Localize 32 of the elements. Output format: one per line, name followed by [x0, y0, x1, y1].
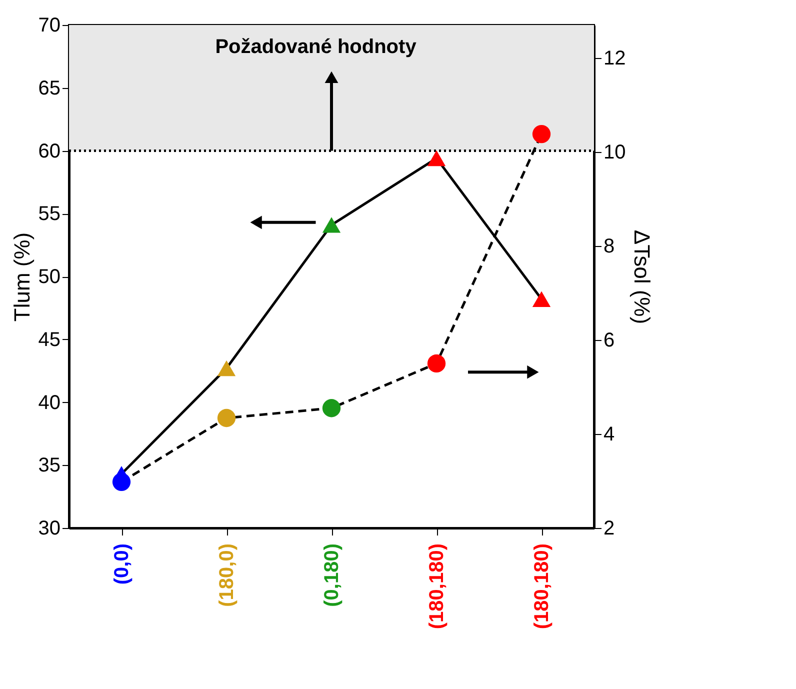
- point: [532, 124, 551, 144]
- x-tick-label: (180,0): [216, 544, 238, 607]
- y-tick-label: 40: [38, 392, 60, 414]
- point: [322, 399, 341, 418]
- y-tick-label: 55: [38, 203, 60, 226]
- y-tick-label: 35: [38, 454, 60, 477]
- y2-axis-title: ΔTsol (%): [630, 230, 655, 324]
- y2-tick-label: 10: [604, 141, 626, 164]
- y2-tick-label: 8: [604, 235, 615, 258]
- y2-tick-label: 4: [604, 423, 615, 446]
- y-tick-label: 45: [38, 328, 60, 351]
- x-tick-label: (180,180): [426, 544, 448, 630]
- y-tick-label: 70: [38, 14, 60, 36]
- y-tick-label: 65: [38, 77, 60, 100]
- point: [532, 291, 551, 307]
- y2-tick-label: 12: [604, 47, 626, 70]
- y-tick-label: 50: [38, 266, 60, 288]
- point: [322, 217, 341, 233]
- point: [427, 150, 446, 166]
- x-tick-label: (0,180): [321, 544, 343, 607]
- point: [112, 472, 131, 491]
- x-tick-label: (180,180): [531, 544, 553, 630]
- point: [217, 408, 236, 428]
- band-label: Požadované hodnoty: [215, 36, 418, 58]
- y-axis-title: Tlum (%): [9, 232, 34, 322]
- point: [427, 354, 446, 373]
- x-tick-label: (0,0): [111, 544, 133, 585]
- y2-tick-label: 2: [604, 518, 615, 540]
- y-tick-label: 30: [38, 518, 60, 540]
- point: [217, 360, 236, 376]
- y-tick-label: 60: [38, 140, 60, 162]
- y2-tick-label: 6: [604, 329, 615, 352]
